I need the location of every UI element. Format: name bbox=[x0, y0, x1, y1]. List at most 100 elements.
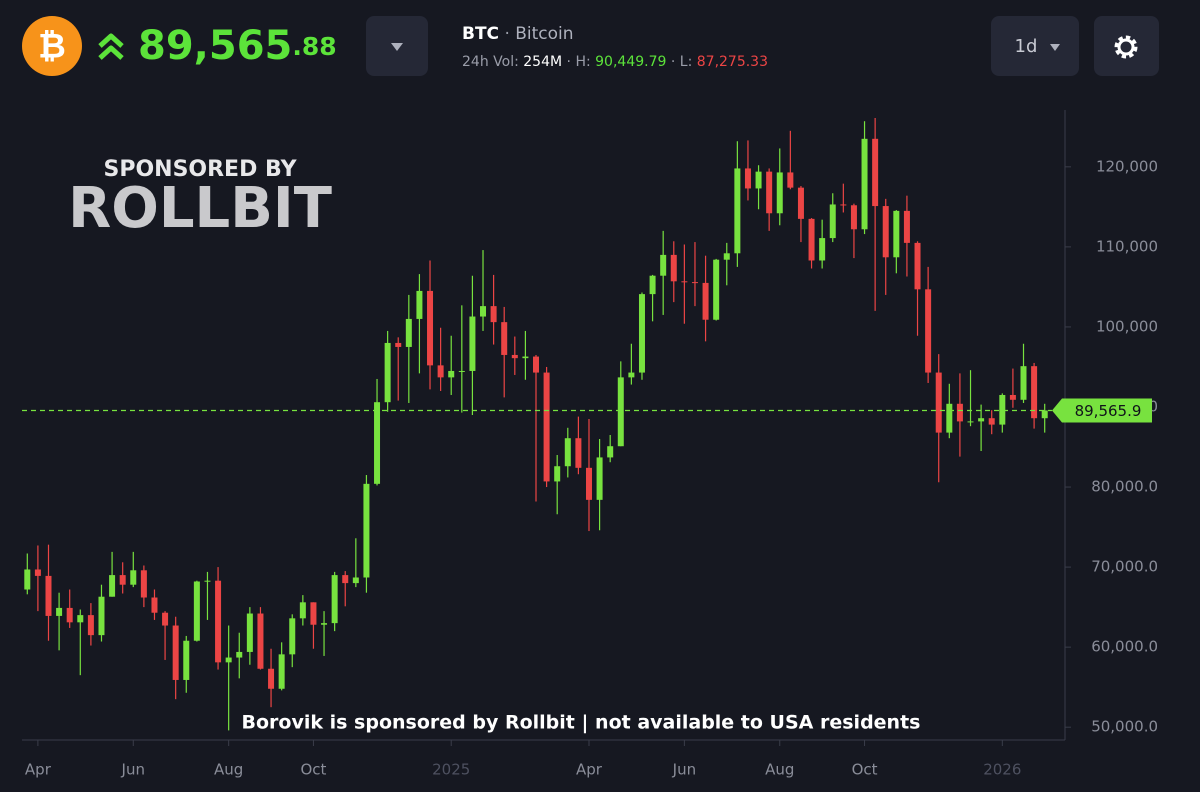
x-tick-label: Aug bbox=[214, 761, 243, 779]
candle-body bbox=[861, 138, 868, 230]
candle-body bbox=[882, 206, 889, 258]
candle-body bbox=[575, 438, 582, 468]
candle-body bbox=[723, 253, 730, 260]
price: 89,565.88 bbox=[138, 23, 337, 69]
candle-body bbox=[225, 657, 232, 663]
candle-body bbox=[734, 168, 741, 254]
volume: 254M bbox=[523, 54, 562, 70]
candle-body bbox=[670, 254, 677, 282]
low-label: L: bbox=[680, 54, 693, 70]
candle-body bbox=[713, 259, 720, 320]
interval-caret bbox=[1050, 44, 1060, 51]
candle-body bbox=[469, 316, 476, 371]
separator: · bbox=[504, 24, 509, 44]
candle-body bbox=[501, 322, 508, 355]
candle-body bbox=[24, 569, 31, 590]
x-tick-label: 2025 bbox=[432, 761, 470, 779]
dropdown-caret bbox=[391, 43, 403, 51]
candle-body bbox=[172, 625, 179, 680]
candle-body bbox=[98, 596, 105, 636]
candle-body bbox=[437, 365, 444, 378]
candle-body bbox=[702, 282, 709, 320]
candle-body bbox=[246, 613, 253, 652]
candle-body bbox=[914, 242, 921, 290]
candle-body bbox=[543, 372, 550, 482]
candle-body bbox=[45, 575, 52, 616]
candle-body bbox=[34, 569, 41, 576]
candle-body bbox=[755, 171, 762, 189]
high: 90,449.79 bbox=[595, 54, 666, 70]
x-tick-label: 2026 bbox=[983, 761, 1021, 779]
sponsor-brand: ROLLBIT bbox=[68, 176, 332, 241]
candle-body bbox=[56, 607, 63, 616]
separator: · bbox=[671, 54, 675, 70]
candle-body bbox=[607, 446, 614, 458]
interval-button[interactable] bbox=[991, 16, 1079, 76]
candle-body bbox=[458, 370, 465, 372]
candle-body bbox=[427, 290, 434, 366]
candle-body bbox=[193, 581, 200, 641]
candle-body bbox=[787, 172, 794, 188]
candle-body bbox=[130, 570, 137, 585]
candle-body bbox=[819, 238, 826, 261]
candle-body bbox=[872, 138, 879, 207]
y-tick-label: 120,000 bbox=[1096, 157, 1158, 175]
price-dec: .88 bbox=[292, 32, 336, 61]
candle-body bbox=[278, 654, 285, 689]
y-tick-label: 80,000.0 bbox=[1091, 478, 1158, 496]
candle-body bbox=[310, 602, 317, 625]
candle-body bbox=[850, 205, 857, 230]
y-tick-label: 110,000 bbox=[1096, 237, 1158, 255]
candle-body bbox=[978, 418, 985, 422]
plot: 50,000.060,000.070,000.080,000.090,000.0… bbox=[22, 118, 1158, 779]
symbol: BTC bbox=[462, 24, 499, 44]
candle-body bbox=[691, 282, 698, 284]
candle-body bbox=[829, 204, 836, 239]
candle-body bbox=[946, 403, 953, 433]
candle-body bbox=[628, 372, 635, 378]
candle-body bbox=[840, 204, 847, 206]
sponsor-label: SPONSORED BY bbox=[103, 157, 297, 182]
settings-button[interactable] bbox=[1094, 16, 1159, 76]
candle-body bbox=[204, 580, 211, 582]
candle-body bbox=[183, 640, 190, 680]
candle-body bbox=[1031, 366, 1038, 419]
candle-body bbox=[511, 354, 518, 359]
candle-body bbox=[988, 418, 995, 425]
x-tick-label: Aug bbox=[765, 761, 794, 779]
last-price-tag bbox=[1052, 398, 1152, 423]
candle-body bbox=[744, 168, 751, 189]
candle-body bbox=[374, 402, 381, 484]
candle-body bbox=[533, 356, 539, 373]
x-tick-label: Apr bbox=[576, 761, 603, 779]
candle-body bbox=[649, 275, 656, 295]
candle-body bbox=[299, 602, 306, 619]
candle-body bbox=[1009, 394, 1016, 400]
candle-body bbox=[405, 318, 412, 347]
candle-body bbox=[140, 570, 147, 598]
y-tick-label: 70,000.0 bbox=[1091, 558, 1158, 576]
y-tick-label: 50,000.0 bbox=[1091, 718, 1158, 736]
candle-body bbox=[956, 403, 963, 422]
candle-body bbox=[384, 342, 391, 403]
candle-body bbox=[215, 580, 222, 663]
candle-body bbox=[395, 342, 402, 347]
candle-body bbox=[162, 612, 169, 626]
candle-body bbox=[617, 377, 624, 447]
candle-body bbox=[151, 597, 158, 613]
x-tick-label: Jun bbox=[121, 761, 145, 779]
candle-body bbox=[1020, 366, 1027, 400]
candle-body bbox=[268, 668, 275, 689]
candle-body bbox=[66, 607, 73, 623]
candle-body bbox=[935, 372, 942, 433]
candle-body bbox=[119, 575, 126, 585]
volume-label: 24h Vol: bbox=[462, 54, 519, 70]
x-tick-label: Apr bbox=[25, 761, 52, 779]
candle-body bbox=[564, 438, 571, 467]
candle-body bbox=[87, 615, 94, 636]
candle-body bbox=[352, 577, 359, 584]
svg-text:₿: ₿ bbox=[38, 27, 66, 67]
